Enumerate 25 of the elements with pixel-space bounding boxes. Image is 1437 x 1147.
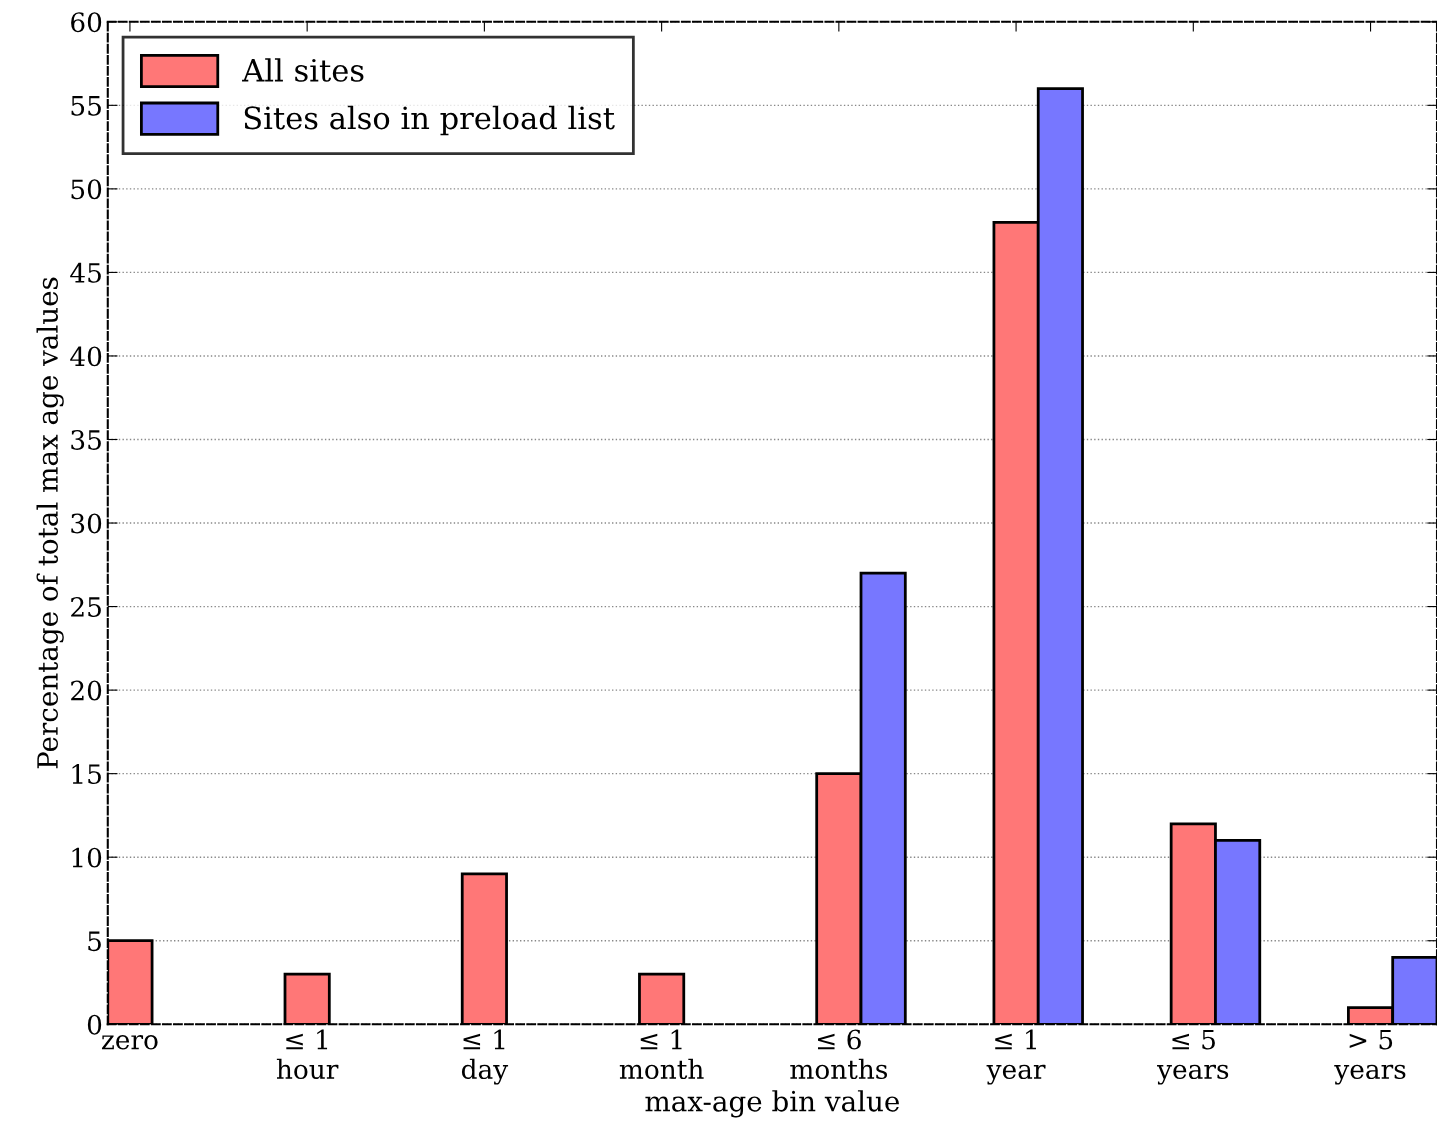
y-tick-label: 40 [70, 346, 102, 367]
x-tick-label: ≤ 6 months [790, 1029, 888, 1080]
y-axis-title: Percentage of total max age values [36, 277, 64, 769]
x-tick-label: ≤ 1 hour [276, 1029, 339, 1080]
y-tick-label: 20 [71, 680, 102, 701]
y-tick-label: 35 [71, 429, 101, 450]
x-tick-label: zero [101, 1035, 158, 1050]
legend-label: All sites [242, 58, 364, 82]
y-tick-label: 30 [71, 513, 102, 534]
y-tick-label: 25 [71, 597, 101, 617]
x-tick-label: ≤ 1 year [986, 1029, 1046, 1085]
x-tick-label: ≤ 1 day [461, 1029, 509, 1085]
y-tick-label: 10 [72, 847, 102, 868]
y-tick-label: 60 [71, 12, 102, 33]
y-tick-label: 45 [70, 262, 101, 283]
y-tick-label: 0 [87, 1014, 102, 1035]
y-tick-label: 55 [71, 96, 101, 116]
legend-label: Sites also in preload list [244, 105, 615, 136]
y-tick-label: 15 [72, 764, 101, 785]
x-tick-label: > 5 years [1334, 1029, 1406, 1085]
y-tick-label: 50 [71, 179, 102, 200]
y-tick-label: 5 [88, 931, 101, 952]
x-tick-label: ≤ 5 years [1157, 1029, 1229, 1085]
x-axis-title: max-age bin value [645, 1090, 899, 1118]
x-tick-label: ≤ 1 month [619, 1029, 704, 1080]
